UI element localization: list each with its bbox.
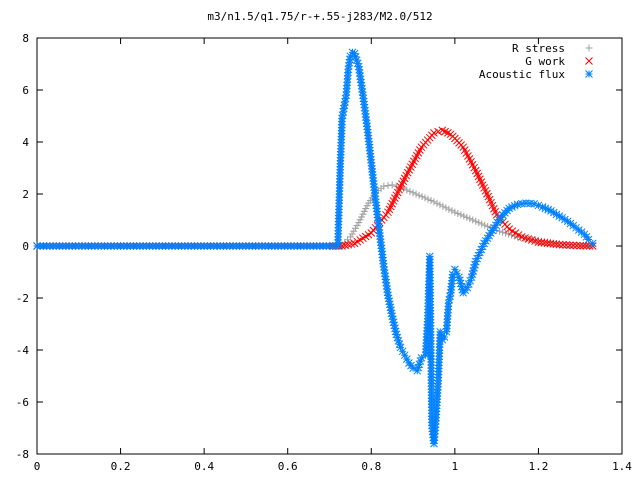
data-point: [460, 212, 468, 220]
data-point: [463, 213, 471, 221]
axis-ticks: 0 0.2 0.4 0.6 0.8 1 1.2 1.4 8 6 4 2 0 -2 -4 -6 -8: [16, 32, 633, 473]
legend-label: Acoustic flux: [479, 68, 565, 81]
legend-label: R stress: [512, 42, 565, 55]
legend-marker: [585, 57, 593, 65]
data-point: [472, 217, 480, 225]
y-tick-label: -2: [16, 292, 29, 305]
data-point: [582, 242, 591, 250]
data-point: [436, 201, 444, 209]
data-point: [350, 227, 358, 235]
data-point: [409, 189, 417, 197]
data-point: [569, 241, 578, 250]
series-r-stress: [33, 181, 597, 250]
data-point: [572, 241, 581, 250]
data-point: [467, 273, 476, 282]
data-point: [451, 208, 459, 216]
data-point: [421, 194, 429, 202]
legend-marker: [585, 44, 593, 52]
data-point: [403, 186, 411, 194]
data-point: [434, 127, 442, 136]
data-point: [353, 221, 361, 229]
series-acoustic-flux: [33, 48, 597, 448]
data-point: [499, 228, 507, 236]
y-tick-label: -4: [16, 344, 30, 357]
data-point: [388, 181, 396, 189]
data-point: [341, 241, 350, 250]
y-tick-label: 0: [22, 240, 29, 253]
data-point: [454, 210, 462, 217]
data-point: [525, 235, 533, 243]
data-point: [481, 221, 489, 229]
y-tick-label: 8: [22, 32, 29, 45]
data-point: [448, 207, 456, 215]
data-point: [576, 241, 585, 250]
data-point: [439, 202, 447, 210]
chart-title: m3/n1.5/q1.75/r-+.55-j283/M2.0/512: [207, 10, 432, 23]
data-point: [351, 224, 359, 232]
data-point: [475, 219, 483, 227]
data-point: [348, 230, 356, 238]
data-point: [427, 197, 435, 204]
data-point: [412, 190, 420, 198]
y-tick-label: 6: [22, 84, 29, 97]
data-point: [558, 241, 567, 249]
data-point: [418, 193, 426, 201]
x-tick-label: 0.4: [194, 460, 214, 473]
y-tick-label: 4: [22, 136, 29, 149]
data-point: [442, 204, 450, 212]
data-point: [424, 195, 432, 203]
data-point: [344, 240, 353, 249]
data-point: [339, 104, 348, 113]
data-point: [565, 241, 574, 250]
data-point: [469, 216, 477, 224]
data-point: [457, 211, 465, 219]
x-tick-label: 1.2: [528, 460, 548, 473]
data-point: [555, 240, 564, 249]
data-point: [415, 191, 423, 199]
data-point: [534, 201, 543, 210]
y-tick-label: -8: [16, 448, 29, 461]
data-point: [430, 129, 438, 137]
data-point: [430, 198, 438, 206]
data-point: [484, 223, 492, 230]
y-tick-label: -6: [16, 396, 29, 409]
data-point: [406, 187, 414, 195]
data-point: [346, 233, 354, 241]
x-tick-label: 0.6: [278, 460, 298, 473]
data-point: [552, 240, 561, 249]
data-point: [558, 213, 566, 222]
data-point: [478, 220, 486, 228]
data-point: [445, 205, 453, 213]
x-tick-label: 1.4: [612, 460, 632, 473]
data-point: [588, 239, 597, 248]
data-point: [579, 241, 588, 250]
data-point: [380, 182, 388, 190]
y-tick-label: 2: [22, 188, 29, 201]
data-point: [502, 229, 510, 237]
data-point: [433, 199, 441, 207]
chart-marks: [33, 48, 597, 448]
x-tick-label: 0.2: [111, 460, 131, 473]
data-point: [466, 215, 474, 223]
series-g-work: [33, 126, 597, 250]
x-tick-label: 1: [452, 460, 459, 473]
data-point: [347, 240, 356, 248]
x-tick-label: 0.8: [361, 460, 381, 473]
data-point: [384, 182, 392, 190]
legend-label: G work: [525, 55, 565, 68]
legend-marker: [585, 70, 593, 78]
x-tick-label: 0: [34, 460, 41, 473]
data-point: [562, 241, 571, 249]
data-point: [341, 94, 350, 103]
